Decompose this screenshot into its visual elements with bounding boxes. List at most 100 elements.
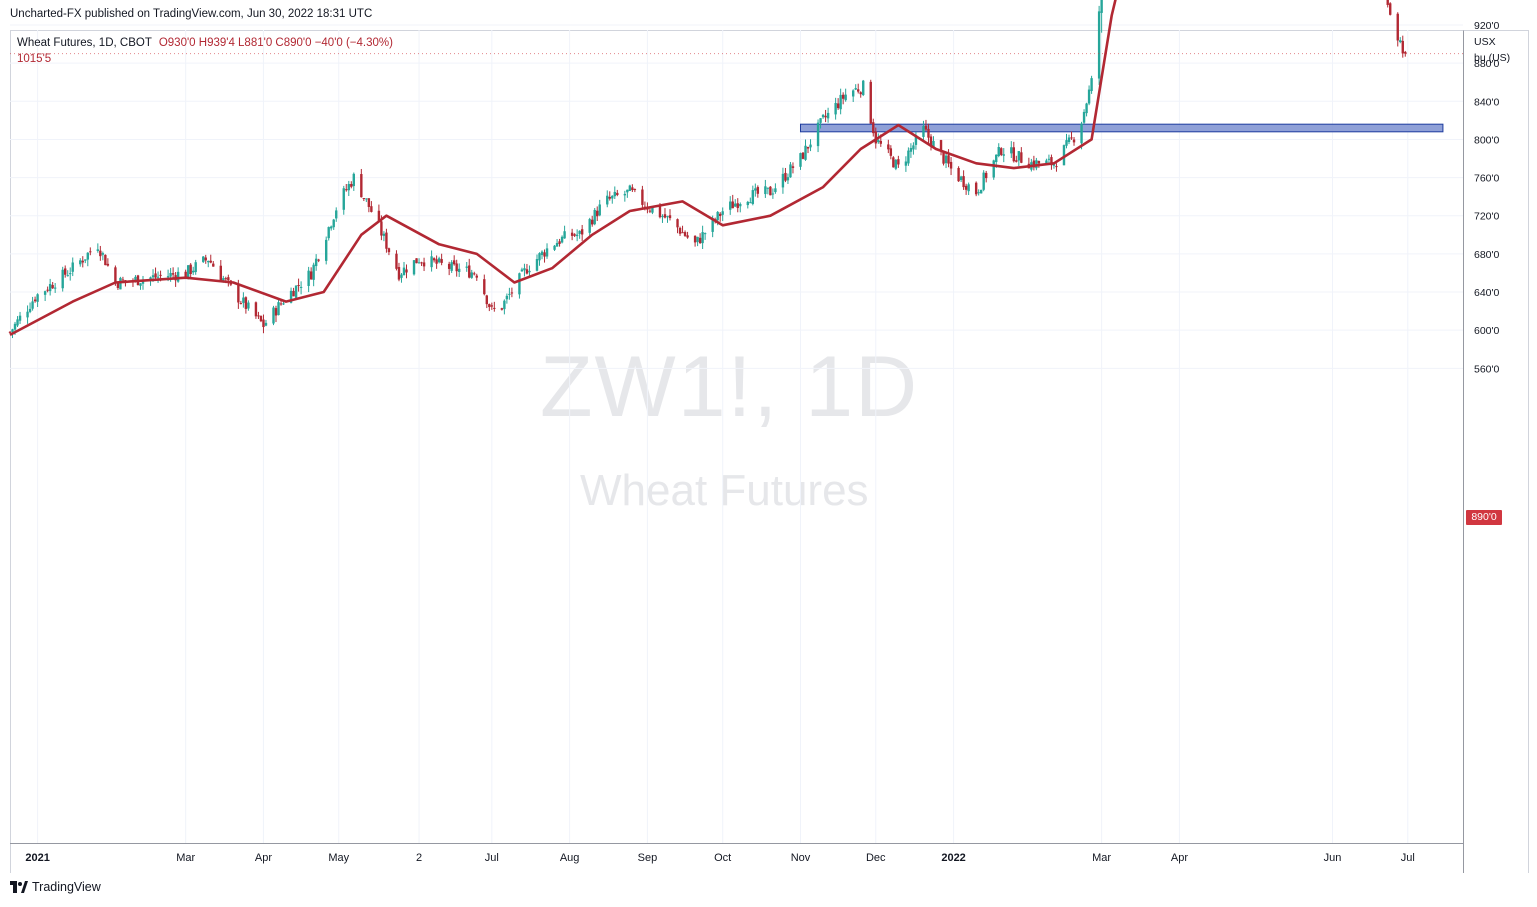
candle-body-down — [791, 166, 795, 168]
candle-body-up — [277, 302, 280, 316]
candle-body-up — [854, 88, 857, 90]
candle-body-up — [450, 262, 453, 271]
candle-body-up — [11, 329, 14, 333]
candle-body-down — [616, 192, 619, 196]
candle-body-up — [312, 264, 315, 280]
candle-body-down — [879, 140, 882, 144]
candle-body-up — [839, 94, 842, 110]
candle-body-down — [262, 319, 265, 328]
candle-body-up — [71, 262, 74, 272]
candle-body-down — [292, 290, 295, 297]
candle-body-down — [964, 185, 968, 190]
candle-body-up — [804, 145, 807, 160]
candle-body-up — [194, 262, 197, 273]
candle-body-down — [297, 285, 300, 287]
candle-body-up — [538, 253, 541, 261]
candle-body-up — [781, 173, 785, 188]
candle-body-down — [377, 210, 381, 221]
price-axis[interactable] — [1463, 30, 1529, 873]
candle-body-down — [257, 315, 260, 317]
candle-body-down — [663, 214, 667, 218]
candle-body-down — [397, 267, 401, 280]
y-tick-label: 600'0 — [1474, 325, 1500, 337]
candle-body-up — [578, 230, 581, 234]
candle-body-up — [242, 297, 245, 303]
candle-body-down — [525, 269, 529, 274]
candle-body-up — [1002, 154, 1005, 156]
moving-average-line — [9, 0, 1117, 337]
candle-body-down — [405, 269, 408, 273]
candle-body-up — [28, 308, 32, 312]
candle-body-up — [518, 273, 521, 295]
candle-body-down — [681, 232, 684, 234]
candle-body-up — [944, 155, 948, 164]
candle-body-down — [801, 152, 805, 159]
candle-body-down — [468, 265, 471, 278]
candle-body-down — [204, 257, 207, 261]
price-unit: USX bu (US) — [1474, 34, 1510, 66]
candle-body-down — [841, 94, 845, 99]
candle-body-up — [696, 236, 699, 243]
chart-pane[interactable] — [10, 30, 1464, 873]
candle-body-up — [1010, 147, 1013, 154]
candle-body-down — [676, 219, 679, 228]
candle-body-up — [851, 90, 855, 97]
y-tick-label: 680'0 — [1474, 249, 1500, 261]
candle-body-up — [560, 236, 564, 243]
candle-body-down — [698, 237, 702, 244]
candle-body-down — [889, 148, 893, 156]
candle-body-up — [734, 203, 737, 207]
x-tick-label: Sep — [638, 852, 658, 864]
candle-body-up — [294, 285, 298, 298]
candle-body-down — [580, 229, 584, 235]
tradingview-logo[interactable]: TradingView — [10, 880, 101, 894]
time-axis[interactable] — [10, 843, 1463, 873]
candle-body-down — [1386, 0, 1389, 5]
candle-body-down — [1396, 13, 1399, 41]
candle-body-down — [984, 172, 988, 179]
x-tick-label: Mar — [1092, 852, 1111, 864]
candle-body-up — [819, 118, 822, 123]
candle-body-up — [666, 216, 669, 218]
candle-body-up — [1082, 111, 1086, 123]
candle-body-down — [227, 277, 230, 281]
candle-body-down — [784, 172, 787, 181]
candle-body-down — [1055, 166, 1058, 168]
x-tick-label: Nov — [791, 852, 811, 864]
candle-body-up — [912, 145, 915, 150]
candle-body-down — [693, 235, 697, 243]
candle-body-down — [874, 131, 877, 144]
candle-body-down — [488, 304, 491, 308]
candle-body-down — [8, 331, 12, 333]
candle-body-up — [505, 295, 509, 300]
candle-body-up — [575, 234, 579, 237]
candle-body-up — [661, 216, 664, 218]
candle-body-down — [159, 274, 162, 276]
candle-body-up — [43, 291, 47, 295]
candle-body-up — [826, 112, 830, 119]
candle-body-down — [254, 302, 258, 317]
candle-body-down — [558, 241, 561, 244]
candle-body-down — [189, 264, 192, 274]
candle-body-up — [18, 315, 22, 321]
candle-body-up — [264, 322, 268, 326]
candle-body-down — [631, 187, 634, 191]
candle-body-up — [412, 260, 416, 275]
x-tick-label: 2 — [416, 852, 422, 864]
y-tick-label: 800'0 — [1474, 134, 1500, 146]
candle-body-down — [455, 263, 458, 272]
candle-body-down — [927, 128, 930, 138]
candle-body-down — [317, 259, 320, 261]
candle-body-up — [701, 232, 704, 244]
candle-body-up — [992, 160, 995, 178]
candle-body-down — [380, 221, 383, 236]
candle-body-up — [332, 219, 335, 228]
candle-body-up — [330, 226, 333, 229]
candle-body-down — [1072, 139, 1076, 143]
candle-body-up — [977, 192, 980, 194]
candle-body-up — [119, 277, 122, 290]
candle-body-up — [166, 276, 170, 278]
candle-body-up — [327, 227, 330, 239]
candle-body-up — [523, 268, 526, 271]
candle-body-down — [1050, 157, 1053, 166]
